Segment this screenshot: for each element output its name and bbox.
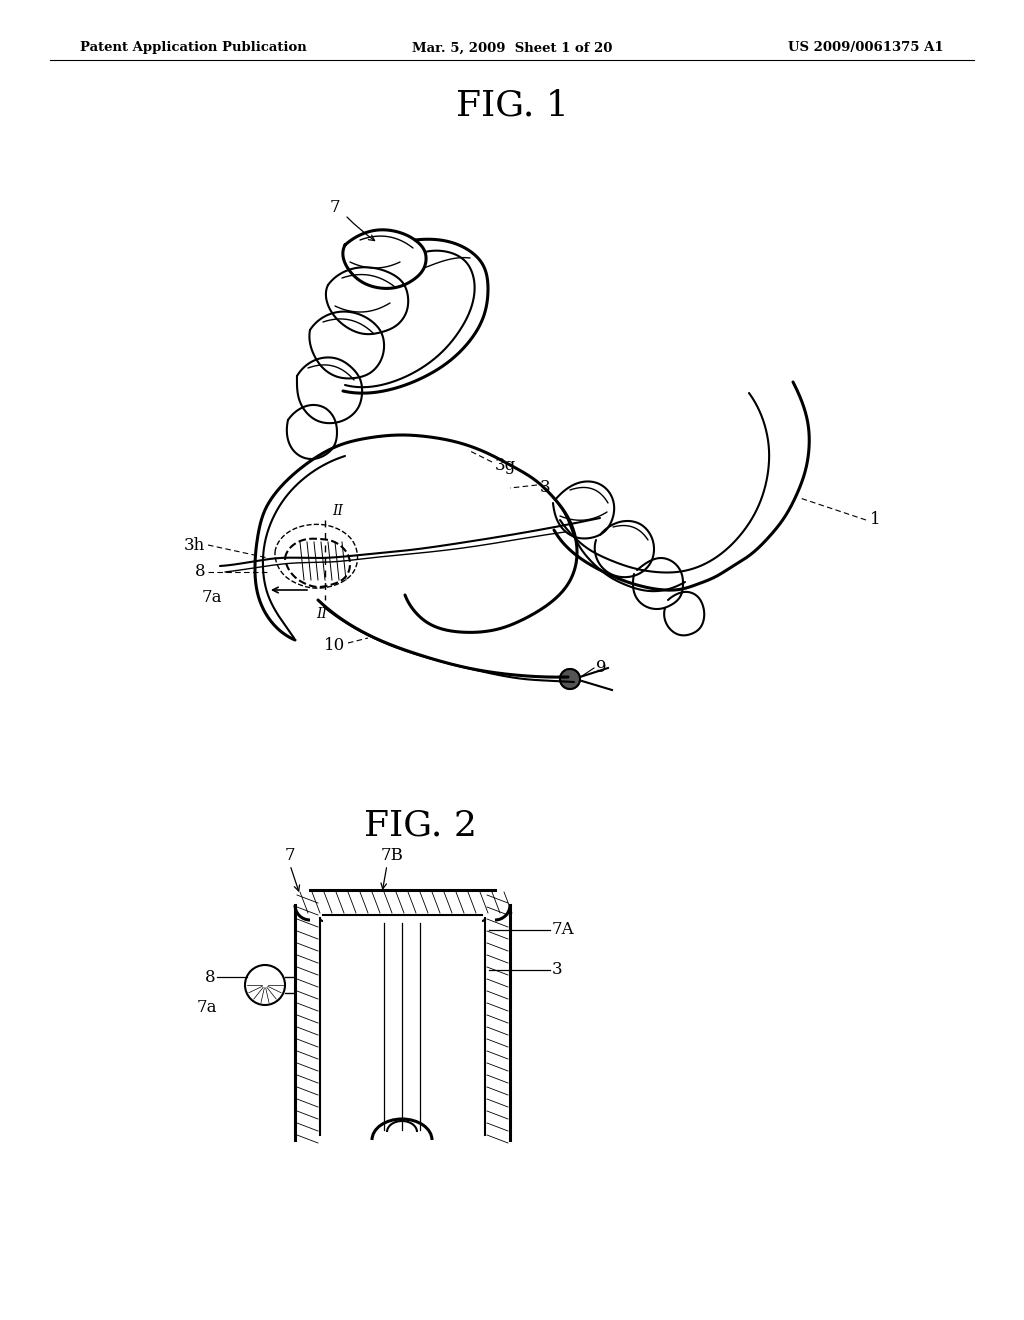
Text: 3: 3 xyxy=(552,961,562,978)
Circle shape xyxy=(560,669,580,689)
Text: 8: 8 xyxy=(205,969,215,986)
Text: FIG. 2: FIG. 2 xyxy=(364,809,476,843)
Text: 9: 9 xyxy=(596,660,606,676)
Text: II: II xyxy=(332,504,343,517)
Text: 7A: 7A xyxy=(552,921,574,939)
Text: 1: 1 xyxy=(870,511,881,528)
Text: 7B: 7B xyxy=(381,846,403,863)
Text: US 2009/0061375 A1: US 2009/0061375 A1 xyxy=(788,41,944,54)
Text: 7a: 7a xyxy=(202,590,222,606)
Text: FIG. 1: FIG. 1 xyxy=(456,88,568,121)
Text: 3: 3 xyxy=(540,479,551,496)
Text: II: II xyxy=(316,607,327,620)
Text: 7: 7 xyxy=(285,846,295,863)
Text: 10: 10 xyxy=(324,636,345,653)
Text: 3g: 3g xyxy=(495,457,516,474)
Text: 7: 7 xyxy=(330,199,340,216)
Text: 7a: 7a xyxy=(197,998,217,1015)
Text: Mar. 5, 2009  Sheet 1 of 20: Mar. 5, 2009 Sheet 1 of 20 xyxy=(412,41,612,54)
Text: 3h: 3h xyxy=(183,536,205,553)
Text: 8: 8 xyxy=(195,564,205,581)
Text: Patent Application Publication: Patent Application Publication xyxy=(80,41,307,54)
